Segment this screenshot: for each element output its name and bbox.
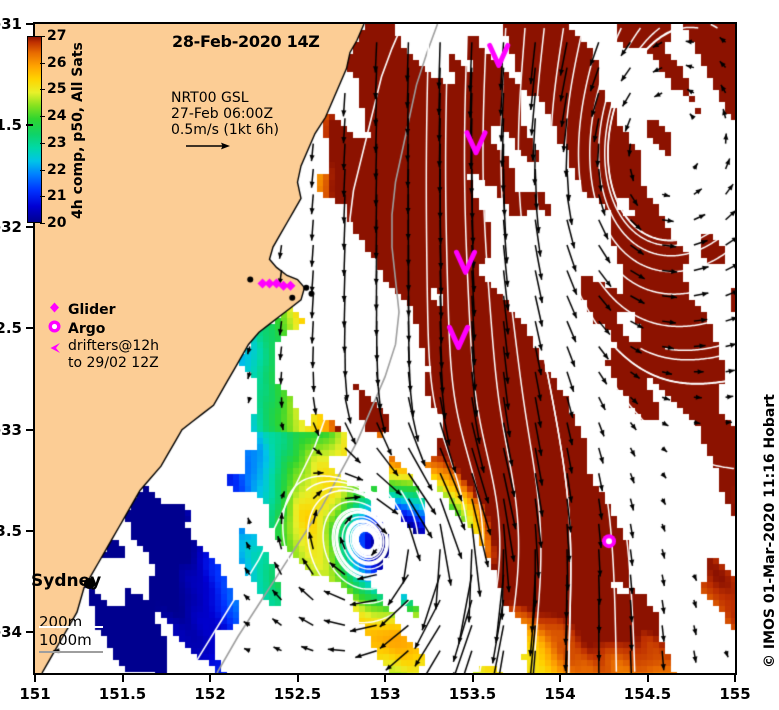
x-axis-tick (296, 675, 299, 682)
depth-label-1000m: 1000m (39, 631, 92, 649)
legend-label-drifter-line2: to 29/02 12Z (68, 355, 159, 371)
x-axis-tick (646, 675, 649, 682)
y-axis-label: -33 (0, 420, 22, 439)
x-axis-label: 154.5 (623, 685, 672, 703)
colorbar-tick (40, 196, 45, 198)
vector-key-valid-time: 27-Feb 06:00Z (171, 106, 274, 122)
colorbar-tick (40, 169, 45, 171)
vector-key-product: NRT00 GSL (171, 90, 249, 106)
colorbar-tick-label: 25 (47, 81, 67, 98)
platform-legend: Glider Argo drifters@12h to 29/02 12Z (40, 300, 159, 372)
colorbar-tick-label: 23 (47, 134, 67, 151)
colorbar-tick-label: 22 (47, 161, 67, 178)
legend-label-argo: Argo (68, 320, 106, 337)
y-axis-tick (26, 428, 33, 431)
x-axis-tick (471, 675, 474, 682)
x-axis-tick (121, 675, 124, 682)
x-axis-label: 151.5 (98, 685, 147, 703)
city-marker-sydney (84, 578, 95, 589)
y-axis-tick (26, 124, 33, 127)
x-axis-label: 152.5 (273, 685, 322, 703)
y-axis-tick (26, 327, 33, 330)
colorbar-tick-label: 24 (47, 108, 67, 125)
legend-item-drifter: drifters@12h to 29/02 12Z (40, 338, 159, 372)
x-axis-tick (559, 675, 561, 682)
y-axis-label: -33.5 (0, 522, 22, 541)
x-axis-label: 152 (194, 685, 226, 703)
colorbar-tick (40, 116, 45, 118)
y-axis-label: -31.5 (0, 116, 22, 135)
colorbar-tick-label: 27 (47, 28, 67, 44)
x-axis-tick (209, 675, 211, 682)
depth-key-line-sample (39, 651, 103, 653)
argo-circle-dot-icon (40, 319, 68, 338)
colorbar-gradient (27, 36, 42, 223)
y-axis-label: -32 (0, 217, 22, 236)
copyright-credit: © IMOS 01-Mar-2020 11:16 Hobart (762, 394, 778, 668)
colorbar-tick-label: 21 (47, 188, 67, 205)
legend-item-argo: Argo (40, 319, 159, 338)
y-axis-label: -34 (0, 623, 22, 642)
glider-diamond-icon (40, 301, 68, 318)
drifter-chevron-icon (40, 338, 68, 359)
colorbar-tick (40, 62, 45, 64)
colorbar-tick (40, 223, 45, 224)
bathymetry-contour-key: 200m 1000m (39, 613, 103, 655)
current-vector-key: NRT00 GSL 27-Feb 06:00Z 0.5m/s (1kt 6h) (171, 90, 279, 152)
y-axis-tick (26, 631, 33, 634)
colorbar-tick (40, 89, 45, 91)
currents-and-markers-layer (35, 24, 735, 673)
colorbar-tick (40, 142, 45, 144)
y-axis-label: -32.5 (0, 319, 22, 338)
x-axis-label: 153 (369, 685, 401, 703)
legend-item-glider: Glider (40, 300, 159, 319)
colorbar-tick (40, 36, 45, 37)
colorbar-tick-label: 20 (47, 215, 67, 231)
x-axis-label: 154 (544, 685, 576, 703)
x-axis-tick (34, 675, 36, 682)
colorbar-tick-label: 26 (47, 54, 67, 71)
vector-scale-arrow-icon (186, 142, 230, 150)
y-axis-tick (26, 530, 33, 533)
map-plot-area[interactable] (33, 22, 737, 675)
legend-label-glider: Glider (68, 301, 116, 318)
depth-key-200m-line (39, 626, 103, 628)
depth-label-200m: 200m (39, 613, 83, 631)
legend-drifter-text: drifters@12h to 29/02 12Z (68, 338, 159, 372)
x-axis-tick (734, 675, 736, 682)
x-axis-label: 155 (719, 685, 751, 703)
city-label-sydney: Sydney (31, 571, 102, 591)
legend-label-drifter-line1: drifters@12h (68, 338, 160, 354)
x-axis-label: 153.5 (448, 685, 497, 703)
x-axis-label: 151 (19, 685, 51, 703)
colorbar-axis-title: 4h comp, p50, All Sats (70, 42, 86, 219)
page-title: 28-Feb-2020 14Z (172, 32, 320, 51)
y-axis-label: -31 (0, 15, 22, 33)
y-axis-tick (26, 225, 33, 228)
x-axis-tick (384, 675, 386, 682)
vector-key-scale: 0.5m/s (1kt 6h) (171, 122, 280, 138)
y-axis-tick (26, 23, 33, 25)
